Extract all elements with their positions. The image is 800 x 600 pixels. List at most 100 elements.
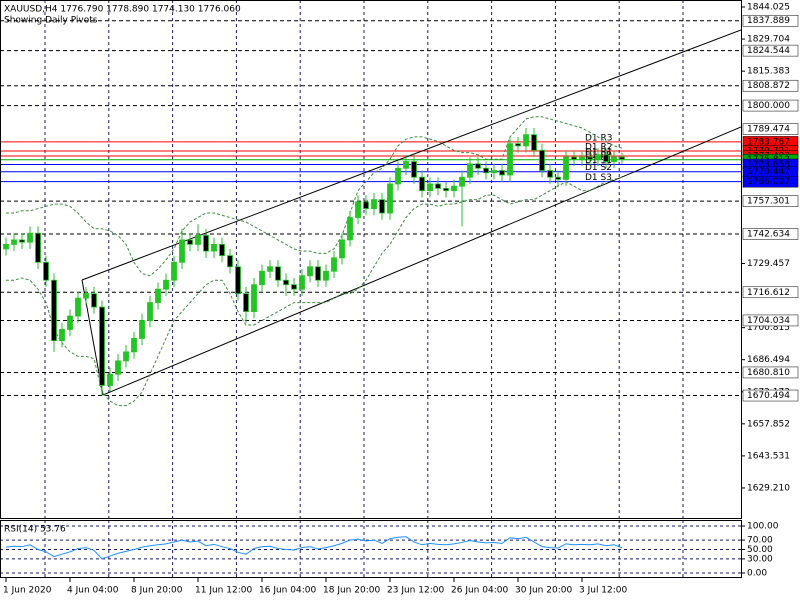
plot-border <box>0 0 742 519</box>
candle-body <box>131 338 137 353</box>
candle-body <box>443 188 449 192</box>
price-box-label: 1770.447 <box>747 167 790 177</box>
candle-body <box>611 156 617 162</box>
candle-body <box>531 134 537 151</box>
pivot-label: D1 S2 <box>585 163 612 173</box>
candle-body <box>491 170 497 174</box>
x-tick-label: 30 Jun 20:00 <box>515 586 572 596</box>
candle-body <box>19 239 25 243</box>
pivot-label: D1 R1 <box>585 147 613 157</box>
x-tick-label: 23 Jun 12:00 <box>387 586 444 596</box>
price-box-label: 1789.474 <box>747 125 790 135</box>
candle-body <box>227 255 233 268</box>
candle-body <box>67 315 73 330</box>
candle-body <box>59 329 65 342</box>
rsi-tick-label: 70.00 <box>747 536 773 546</box>
candle-body <box>587 156 593 160</box>
candle-body <box>291 284 297 290</box>
candle-body <box>323 270 329 281</box>
candle-body <box>507 143 513 176</box>
candle-body <box>147 302 153 321</box>
rsi-line <box>5 536 623 560</box>
candle-body <box>11 239 17 245</box>
pivot-label: D1 R2 <box>585 142 613 152</box>
candle-body <box>347 217 353 241</box>
price-box-label: 1837.889 <box>747 16 790 26</box>
candle-body <box>355 201 361 218</box>
pivot-label: D1 R3 <box>585 133 613 143</box>
candle-body <box>459 176 465 187</box>
y-tick-label: 1686.494 <box>747 355 790 365</box>
x-tick-label: 26 Jun 04:00 <box>451 586 508 596</box>
candle-body <box>411 161 417 178</box>
y-tick-label: 1700.815 <box>747 323 790 333</box>
price-box <box>742 14 799 27</box>
x-tick-label: 16 Jun 04:00 <box>259 586 316 596</box>
price-box <box>742 175 799 188</box>
bollinger-lower <box>6 176 623 407</box>
candle-body <box>371 199 377 209</box>
price-box-label: 1773.658 <box>747 160 790 170</box>
rsi-tick-label: 30.00 <box>747 554 773 564</box>
candle-body <box>363 201 369 209</box>
price-box <box>742 99 799 112</box>
candle-body <box>171 261 177 281</box>
x-tick-label: 4 Jun 04:00 <box>67 586 119 596</box>
price-box <box>742 366 799 379</box>
candle-body <box>211 243 217 252</box>
y-tick-label: 1844.025 <box>747 2 790 12</box>
price-box-label: 1757.301 <box>747 197 790 207</box>
candle-body <box>603 154 609 162</box>
price-box <box>742 314 799 327</box>
candle-body <box>75 297 81 317</box>
y-tick-label: 1629.210 <box>747 483 790 493</box>
x-tick-label: 11 Jun 12:00 <box>195 586 252 596</box>
grid <box>0 0 741 578</box>
candle-body <box>83 293 89 299</box>
price-box-label: 1704.034 <box>747 316 790 326</box>
candle-body <box>571 156 577 160</box>
x-tick-label: 8 Jun 20:00 <box>131 586 183 596</box>
candle-body <box>307 266 313 277</box>
y-tick-label: 1657.852 <box>747 419 790 429</box>
candle-body <box>123 351 129 362</box>
x-tick-label: 18 Jun 20:00 <box>323 586 380 596</box>
candle-body <box>483 167 489 174</box>
y-tick-label: 1729.457 <box>747 259 790 269</box>
candle-body <box>427 183 433 192</box>
candle-body <box>387 183 393 214</box>
candle-body <box>539 149 545 171</box>
price-box <box>742 123 799 135</box>
candle-body <box>331 257 337 272</box>
candle-body <box>195 235 201 245</box>
candle-body <box>235 266 241 295</box>
candle-body <box>547 170 553 178</box>
price-box-label: 1742.634 <box>747 230 790 240</box>
price-box <box>742 79 799 92</box>
candle-body <box>579 156 585 160</box>
candle-body <box>203 235 209 252</box>
candle-body <box>35 232 41 263</box>
candle-body <box>419 176 425 192</box>
candle-body <box>179 239 185 263</box>
candle-body <box>91 293 97 308</box>
candle-body <box>115 360 121 375</box>
price-box <box>742 286 799 299</box>
candle-body <box>107 373 113 386</box>
candle-body <box>315 266 321 281</box>
candle-body <box>139 320 145 339</box>
chart-title: XAUUSD,H4 1776.790 1778.890 1774.130 177… <box>4 5 241 15</box>
price-box <box>742 44 799 57</box>
candle-body <box>267 266 273 272</box>
candle-body <box>435 183 441 189</box>
candle-body <box>243 293 249 312</box>
price-box <box>742 228 799 240</box>
price-box-label: 1800.000 <box>747 101 790 111</box>
candle-body <box>283 279 289 286</box>
rsi-border <box>0 520 742 578</box>
pivot-label: D1 S3 <box>585 173 612 183</box>
candle-body <box>595 154 601 160</box>
